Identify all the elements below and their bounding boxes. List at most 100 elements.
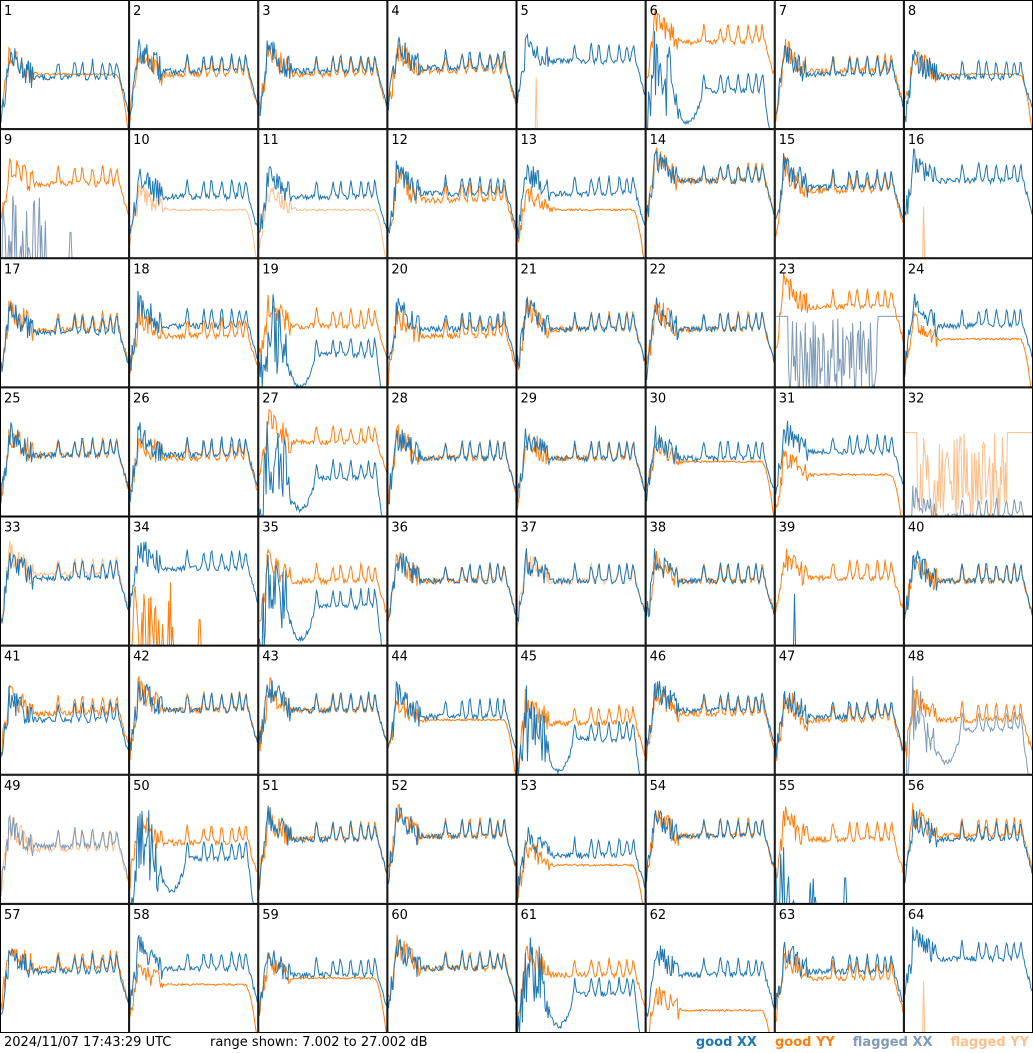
panel-label-49: 49 <box>4 779 21 794</box>
panel-30: 30 <box>645 387 775 517</box>
panel-frame-62 <box>645 903 775 1033</box>
panel-21: 21 <box>516 258 646 388</box>
series-xx-30 <box>646 425 775 502</box>
series-yy-16 <box>904 206 1032 259</box>
series-yy-5 <box>517 77 645 130</box>
series-yy-6 <box>646 9 775 79</box>
panel-frame-36 <box>387 516 517 646</box>
panel-frame-45 <box>516 645 646 775</box>
panel-45: 45 <box>516 645 646 776</box>
panel-label-37: 37 <box>521 521 538 536</box>
panel-label-29: 29 <box>521 391 538 406</box>
footer: 2024/11/07 17:43:29 UTC range shown: 7.0… <box>0 1033 1033 1053</box>
series-yy-48 <box>904 688 1033 759</box>
panel-frame-35 <box>258 516 388 646</box>
panel-frame-4 <box>387 0 517 130</box>
series-xx-6 <box>646 31 774 130</box>
panel-frame-39 <box>774 516 904 646</box>
panel-frame-27 <box>258 387 388 517</box>
panel-frame-51 <box>258 774 388 904</box>
panel-35: 35 <box>258 516 388 647</box>
panel-37: 37 <box>516 516 646 646</box>
panel-label-36: 36 <box>391 521 408 536</box>
series-yy-35 <box>259 548 387 622</box>
panel-label-35: 35 <box>262 521 279 536</box>
panel-frame-63 <box>774 903 904 1033</box>
panel-frame-59 <box>258 903 388 1033</box>
series-xx-46 <box>646 680 775 747</box>
panel-46: 46 <box>645 645 775 775</box>
panel-label-10: 10 <box>133 133 150 148</box>
panel-label-31: 31 <box>779 391 796 406</box>
panel-frame-60 <box>387 903 517 1033</box>
panel-label-2: 2 <box>133 4 141 19</box>
panel-frame-53 <box>516 774 646 904</box>
series-yy-44 <box>387 698 516 775</box>
series-xx-61 <box>517 937 645 1033</box>
panel-42: 42 <box>129 645 259 775</box>
series-yy-39 <box>775 548 904 613</box>
panel-label-9: 9 <box>4 133 12 148</box>
panel-label-38: 38 <box>650 521 667 536</box>
panel-label-23: 23 <box>779 262 796 277</box>
panel-34: 34 <box>129 516 259 647</box>
series-xx-33 <box>0 552 129 624</box>
panel-label-44: 44 <box>391 650 408 665</box>
series-xx-36 <box>387 552 516 619</box>
panel-frame-50 <box>129 774 259 904</box>
panel-label-19: 19 <box>262 262 279 277</box>
series-xx-28 <box>388 429 516 505</box>
panel-frame-26 <box>129 387 259 517</box>
legend-good-yy: good YY <box>774 1035 835 1050</box>
series-yy-17 <box>0 300 129 370</box>
panel-label-18: 18 <box>133 262 150 277</box>
panel-label-3: 3 <box>262 4 270 19</box>
panel-label-53: 53 <box>521 779 538 794</box>
panel-label-62: 62 <box>650 908 667 923</box>
series-yy-42 <box>129 676 258 760</box>
panel-9: 9 <box>0 129 130 259</box>
panel-6: 6 <box>645 0 775 130</box>
panel-frame-37 <box>516 516 646 646</box>
panel-22: 22 <box>645 258 775 388</box>
panel-55: 55 <box>774 774 904 905</box>
panel-label-1: 1 <box>4 4 12 19</box>
panel-frame-3 <box>258 0 388 130</box>
series-yy-9 <box>0 158 129 220</box>
panel-label-30: 30 <box>650 391 667 406</box>
panel-label-63: 63 <box>779 908 796 923</box>
series-yy-58 <box>129 963 258 1033</box>
legend-flagged-yy: flagged YY <box>950 1035 1030 1050</box>
panel-label-33: 33 <box>4 521 21 536</box>
series-xx-12 <box>387 160 516 234</box>
panel-frame-7 <box>774 0 904 130</box>
series-xx-53 <box>517 827 646 903</box>
panel-label-20: 20 <box>391 262 408 277</box>
panel-label-25: 25 <box>4 391 21 406</box>
series-yy-12 <box>388 166 516 230</box>
series-xx-21 <box>517 297 646 368</box>
panel-frame-57 <box>0 903 130 1033</box>
series-yy-33 <box>0 540 129 624</box>
panel-16: 16 <box>903 129 1033 259</box>
series-xx-57 <box>0 948 129 1015</box>
panel-label-60: 60 <box>391 908 408 923</box>
panel-54: 54 <box>645 774 775 904</box>
series-yy-43 <box>258 676 387 752</box>
panel-label-48: 48 <box>908 650 925 665</box>
panel-frame-58 <box>129 903 259 1033</box>
series-yy-1 <box>0 46 129 130</box>
series-xx-5 <box>517 32 646 103</box>
panel-53: 53 <box>516 774 646 905</box>
series-xx-60 <box>387 938 516 1009</box>
panel-5: 5 <box>516 0 646 130</box>
panel-frame-16 <box>903 129 1033 259</box>
series-yy-18 <box>129 305 258 374</box>
panel-label-47: 47 <box>779 650 796 665</box>
series-xx-17 <box>0 302 129 373</box>
panel-10: 10 <box>129 129 259 259</box>
panel-label-45: 45 <box>521 650 538 665</box>
series-xx-37 <box>517 548 646 622</box>
panel-frame-52 <box>387 774 517 904</box>
panel-31: 31 <box>774 387 904 517</box>
